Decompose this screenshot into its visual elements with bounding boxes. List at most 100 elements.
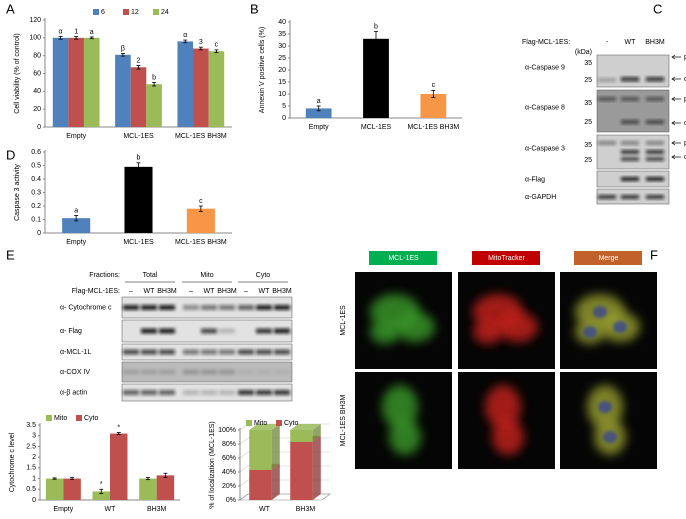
- cell-signal: [389, 419, 421, 455]
- y-tick-label: 0.2: [31, 203, 41, 210]
- bar: [139, 478, 157, 500]
- blot-band: [646, 141, 664, 145]
- y-tick-label: 0: [282, 115, 286, 122]
- band-label: pro: [684, 140, 686, 147]
- bar-front: [290, 430, 313, 442]
- blot-row-label: α-GAPDH: [525, 194, 556, 201]
- bar: [52, 37, 69, 128]
- y-tick-label: 60: [33, 70, 41, 77]
- y-tick-label: 15: [278, 79, 286, 86]
- legend-swatch: [246, 420, 252, 426]
- y-tick-label: 20: [278, 67, 286, 74]
- bar: [62, 218, 91, 233]
- lane-label: BH3M: [157, 288, 177, 295]
- y-tick-label: 0: [37, 230, 41, 237]
- x-tick-label: MCL-1ES: [123, 239, 154, 246]
- blot-row-label: α-Caspase 8: [525, 104, 565, 111]
- arrow-head: [671, 120, 676, 126]
- error-bar: [136, 162, 141, 172]
- panel-letter: B: [250, 1, 259, 16]
- bar: [186, 208, 215, 233]
- blot-row-label: α-Caspase 9: [525, 64, 565, 71]
- blot-band: [646, 157, 664, 161]
- bar-side: [271, 463, 280, 500]
- band-label: cleaved: [684, 154, 686, 161]
- annotation: c: [215, 42, 219, 49]
- lane-label: WT: [204, 288, 216, 295]
- x-tick-label: BH3M: [296, 506, 316, 513]
- annotation: 3: [199, 39, 203, 46]
- mw-marker: 35: [584, 100, 592, 107]
- annotation: a: [74, 207, 78, 214]
- blot-band: [183, 305, 199, 310]
- error-bar: [198, 46, 203, 51]
- y-tick-label: 10: [278, 91, 286, 98]
- blot-row-label: α- Cytochrome c: [60, 304, 112, 311]
- annotation: c: [199, 198, 203, 205]
- y-tick-label: 0.5: [31, 162, 41, 169]
- error-bar: [136, 65, 141, 70]
- blot-band: [238, 369, 254, 375]
- bar-side-shade: [312, 424, 321, 442]
- band-label: cleaved: [684, 76, 686, 83]
- blot-band: [123, 305, 139, 310]
- x-tick-label: BH3M: [147, 506, 167, 513]
- lane-label: –: [189, 288, 193, 295]
- legend-swatch: [76, 415, 82, 421]
- y-tick-label: 1.5: [26, 465, 36, 472]
- blot-band: [141, 349, 157, 355]
- bar: [115, 54, 131, 127]
- y-tick-label: 5: [282, 103, 286, 110]
- blot-band: [256, 390, 272, 395]
- panel-letter: F: [650, 247, 658, 262]
- legend-swatch: [153, 9, 159, 15]
- blot-band: [274, 349, 290, 355]
- x-tick-label: WT: [259, 506, 271, 513]
- arrow-head: [671, 140, 676, 146]
- bar: [92, 491, 110, 500]
- legend-swatch: [46, 415, 52, 421]
- arrow-head: [671, 154, 676, 160]
- error-bar: [374, 31, 378, 47]
- x-tick-label: Empty: [66, 239, 86, 246]
- blot-band: [123, 349, 139, 355]
- bar: [63, 478, 81, 500]
- blot-band: [646, 195, 664, 199]
- band-label: cleaved: [684, 120, 686, 127]
- error-bar: [58, 36, 63, 40]
- bar: [177, 41, 194, 127]
- blot-band: [159, 328, 175, 334]
- bar-side-shade: [271, 463, 280, 500]
- y-tick-label: 1: [32, 475, 36, 482]
- bar-side: [312, 424, 321, 442]
- bar-top: [290, 424, 321, 430]
- error-bar: [116, 432, 121, 436]
- blot-band: [183, 390, 199, 395]
- y-tick-label: 0.1: [31, 216, 41, 223]
- x-tick-label: WT: [105, 506, 117, 513]
- blot-band: [159, 349, 175, 355]
- annotation: α: [183, 32, 187, 39]
- blot-band: [159, 369, 175, 375]
- lane-label: –: [244, 288, 248, 295]
- bar: [193, 48, 209, 127]
- blot-band: [201, 305, 217, 310]
- legend-label: 12: [131, 9, 139, 16]
- y-tick-label: 20%: [222, 483, 236, 490]
- error-bar: [145, 477, 150, 481]
- y-tick-label: 0.3: [31, 189, 41, 196]
- blot-band: [123, 390, 139, 395]
- mw-marker: 25: [584, 77, 592, 84]
- blot-image: [596, 89, 670, 133]
- y-tick-label: 40: [33, 88, 41, 95]
- arrow-head: [671, 96, 676, 102]
- cell-signal: [473, 320, 503, 344]
- bar: [363, 38, 389, 118]
- blot-band: [201, 390, 217, 395]
- x-tick-label: MCL-1ES BH3M: [175, 133, 227, 140]
- y-axis-label: % of localization (MCL-1ES): [209, 421, 216, 509]
- blot-band: [123, 369, 139, 375]
- blot-band: [141, 305, 157, 310]
- y-tick-label: 3: [32, 433, 36, 440]
